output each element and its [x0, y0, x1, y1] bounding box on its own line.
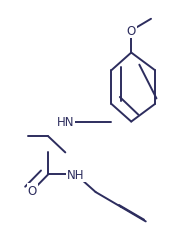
Text: O: O: [127, 25, 136, 38]
Text: HN: HN: [57, 116, 74, 128]
Text: O: O: [28, 184, 37, 197]
Text: NH: NH: [67, 168, 85, 181]
